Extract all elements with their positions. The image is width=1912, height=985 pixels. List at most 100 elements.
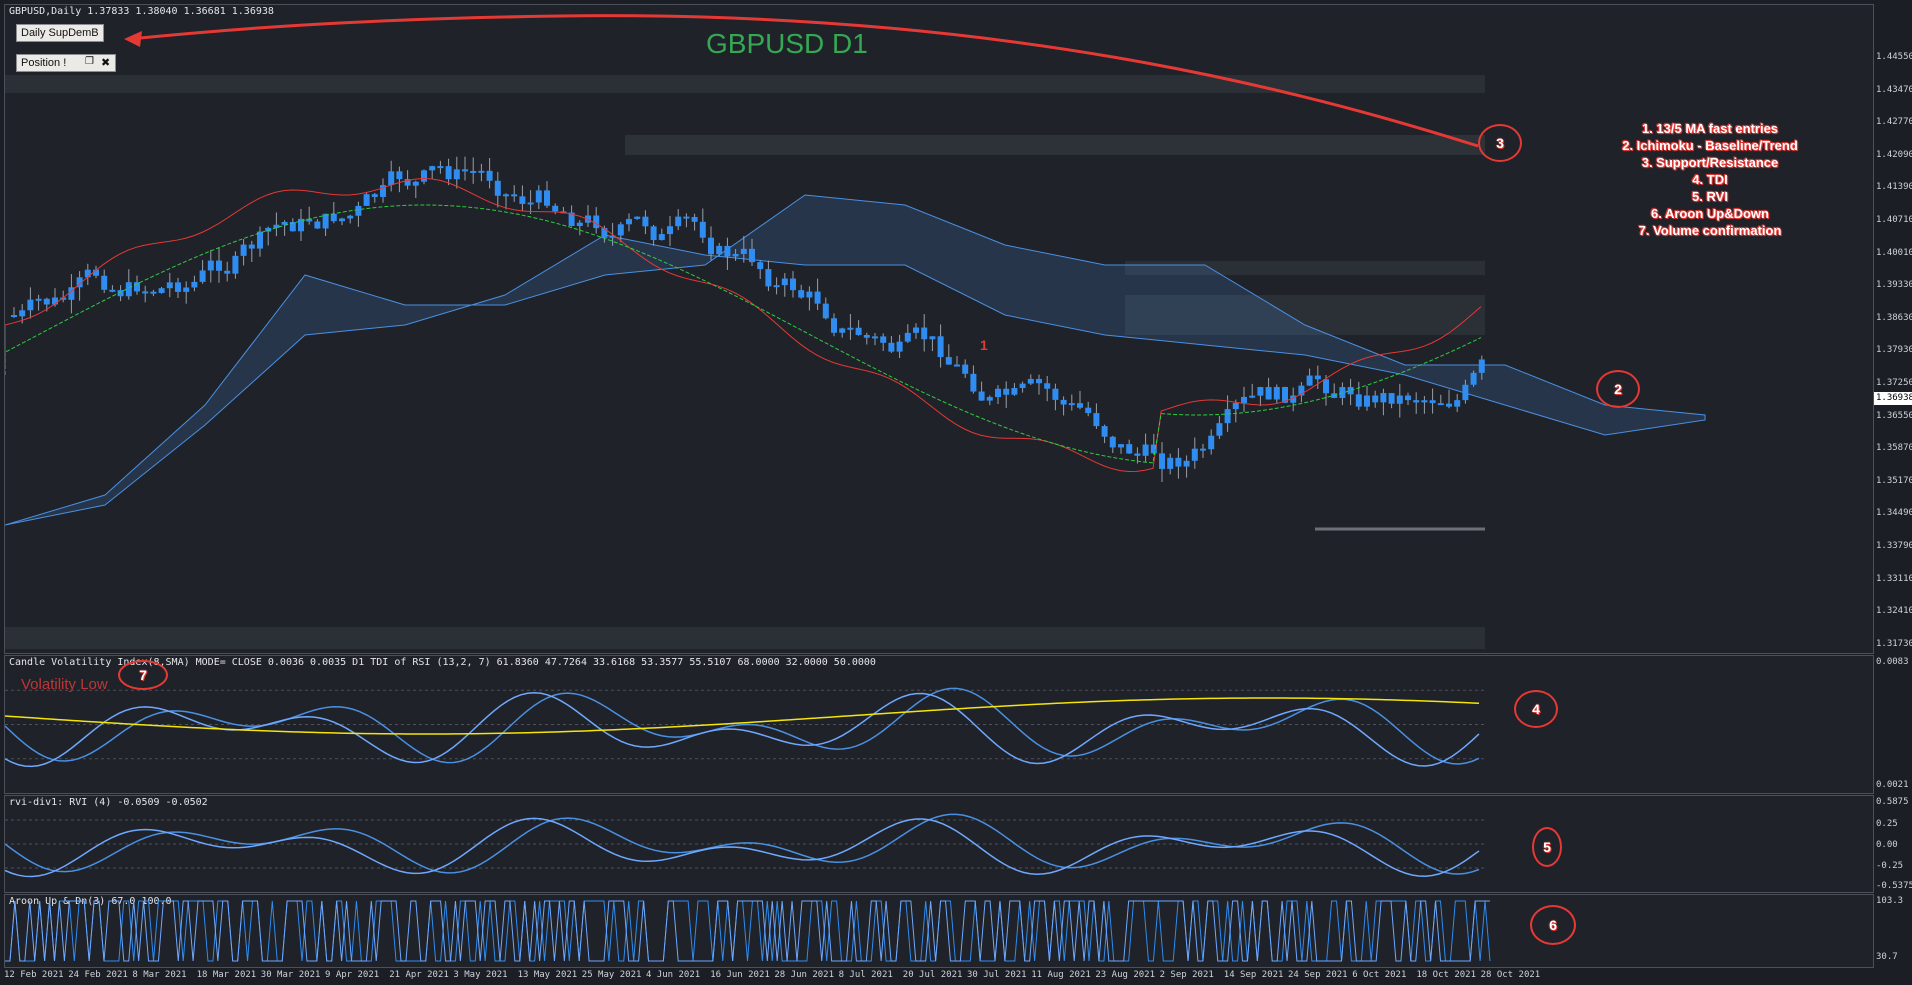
candle-body xyxy=(462,169,468,172)
candle-body xyxy=(306,218,313,222)
candle-body xyxy=(1273,386,1280,400)
price-chart-pane[interactable]: GBPUSD,Daily 1.37833 1.38040 1.36681 1.3… xyxy=(4,4,1874,654)
price-tick: 1.44550 xyxy=(1876,52,1912,62)
price-tick: 1.41390 xyxy=(1876,182,1912,193)
candle-body xyxy=(494,180,501,196)
candle-body xyxy=(1085,407,1092,414)
price-tick: 1.33790 xyxy=(1876,541,1912,551)
rvi-pane[interactable]: rvi-div1: RVI (4) -0.0509 -0.0502 xyxy=(4,795,1874,893)
supply-zone xyxy=(5,75,1485,93)
candle-body xyxy=(232,255,239,274)
candle-body xyxy=(347,215,354,219)
candle-body xyxy=(995,388,1001,398)
candle-body xyxy=(617,224,624,236)
candle-body xyxy=(519,196,526,204)
candle-body xyxy=(798,290,805,298)
price-tick: 1.35870 xyxy=(1876,443,1912,454)
candle-body xyxy=(552,205,559,212)
rvi-axis: 0.5875 0.25 0.00 -0.25 -0.5375 xyxy=(1874,795,1912,893)
candle-body xyxy=(27,299,34,311)
price-tick: 1.35170 xyxy=(1876,475,1912,486)
strategy-legend: 1. 13/5 MA fast entries 2. Ichimoku - Bas… xyxy=(1590,120,1830,239)
candle-body xyxy=(1109,436,1116,448)
candle-body xyxy=(904,332,911,342)
candle-body xyxy=(749,248,755,263)
price-tick: 1.42090 xyxy=(1876,149,1912,160)
candle-body xyxy=(298,218,304,232)
time-tick: 23 Aug 2021 xyxy=(1095,970,1155,980)
aroon-canvas[interactable] xyxy=(5,895,1873,967)
price-axis[interactable]: 1.44550 1.43470 1.42770 1.42090 1.41390 1.407… xyxy=(1874,4,1912,654)
price-chart-canvas[interactable]: 1 xyxy=(5,5,1873,653)
time-tick: 30 Jul 2021 xyxy=(967,970,1027,980)
candle-body xyxy=(847,327,854,330)
rvi-canvas[interactable] xyxy=(5,796,1873,892)
tdi-signal-line xyxy=(5,697,1480,735)
supply-zone xyxy=(625,135,1485,155)
candle-body xyxy=(19,310,26,317)
candle-body xyxy=(1470,372,1477,385)
time-tick: 2 Sep 2021 xyxy=(1159,970,1214,980)
candle-body xyxy=(183,287,190,292)
candle-body xyxy=(1224,409,1231,424)
candle-body xyxy=(691,216,698,222)
price-tick: 1.37930 xyxy=(1876,345,1912,356)
candle-body xyxy=(257,231,263,249)
candle-body xyxy=(207,260,214,271)
candle-body xyxy=(1323,379,1329,394)
time-tick: 8 Jul 2021 xyxy=(838,970,893,980)
candle-body xyxy=(1134,453,1141,456)
candle-body xyxy=(740,248,747,254)
price-tick: 1.38630 xyxy=(1876,312,1912,323)
tdi-canvas[interactable] xyxy=(5,656,1873,793)
candle-body xyxy=(1052,388,1059,400)
candle-body xyxy=(568,212,575,227)
candle-body xyxy=(544,190,550,206)
candle-body xyxy=(732,253,739,257)
candle-body xyxy=(380,185,386,197)
position-button[interactable]: Position ! ❐ ✖ xyxy=(16,54,116,72)
ma-fast-line xyxy=(5,177,1482,472)
candle-body xyxy=(1257,387,1264,396)
aroon-pane[interactable]: Aroon Up & Dn(3) 67.0 100.0 xyxy=(4,894,1874,968)
tdi-pane[interactable]: Candle Volatility Index(8,SMA) MODE= CLO… xyxy=(4,655,1874,794)
candle-body xyxy=(1216,423,1223,436)
candle-body xyxy=(863,334,870,338)
candle-body xyxy=(1068,403,1075,406)
rvi-tick-1: 0.25 xyxy=(1876,819,1898,829)
time-tick: 18 Oct 2021 xyxy=(1416,970,1476,980)
candle-body xyxy=(814,291,821,304)
price-tick: 1.34490 xyxy=(1876,508,1912,519)
candle-body xyxy=(11,315,17,317)
candle-body xyxy=(166,282,173,289)
candle-body xyxy=(954,364,960,367)
candle-body xyxy=(355,205,362,216)
aroon-line xyxy=(5,900,1491,962)
aroon-header: Aroon Up & Dn(3) 67.0 100.0 xyxy=(9,896,172,907)
candle-body xyxy=(1150,444,1157,454)
candle-body xyxy=(1019,383,1026,389)
candle-body xyxy=(1060,399,1067,405)
price-tick: 1.39330 xyxy=(1876,280,1912,291)
candle-body xyxy=(1011,388,1018,395)
marker-2: 2 xyxy=(1596,370,1640,408)
tdi-axis: 0.0083 0.0021 xyxy=(1874,655,1912,794)
time-tick: 6 Oct 2021 xyxy=(1352,970,1407,980)
restore-icon[interactable]: ❐ xyxy=(85,56,94,67)
candle-body xyxy=(839,328,846,333)
candle-body xyxy=(790,278,796,291)
daily-supdem-button[interactable]: Daily SupDemB xyxy=(16,24,104,42)
time-axis[interactable]: 12 Feb 2021 24 Feb 2021 8 Mar 2021 18 Mar 2… xyxy=(0,968,1912,985)
candle-body xyxy=(1118,444,1124,448)
candle-body xyxy=(68,287,75,300)
candle-body xyxy=(576,222,583,227)
candle-body xyxy=(404,179,411,186)
candle-body xyxy=(388,171,395,186)
legend-item: 2. Ichimoku - Baseline/Trend xyxy=(1622,138,1798,153)
candle-body xyxy=(511,194,518,197)
candle-body xyxy=(1380,393,1387,403)
close-icon[interactable]: ✖ xyxy=(101,57,111,69)
candle-body xyxy=(1044,383,1051,389)
price-tick: 1.31730 xyxy=(1876,638,1912,649)
candle-body xyxy=(716,245,723,255)
